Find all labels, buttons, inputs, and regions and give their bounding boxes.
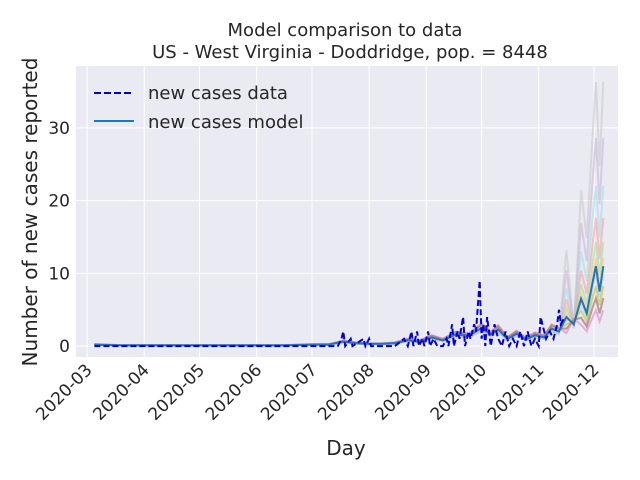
y-tick-label: 30 — [48, 119, 70, 139]
y-axis-ticks: 0 10 20 30 — [48, 119, 70, 357]
legend: new cases data new cases model — [94, 83, 303, 133]
grid — [76, 66, 618, 357]
chart-title: Model comparison to data — [228, 20, 463, 41]
legend-label-data: new cases data — [148, 83, 288, 104]
y-axis-label: Number of new cases reported — [18, 58, 42, 367]
y-tick-label: 0 — [59, 337, 70, 357]
plot-area — [76, 66, 618, 357]
series-new-cases-model — [94, 265, 605, 347]
y-tick-label: 20 — [48, 192, 70, 212]
legend-label-model: new cases model — [148, 112, 303, 133]
y-tick-label: 10 — [48, 264, 70, 284]
plot-lines — [94, 81, 605, 350]
x-axis-label: Day — [326, 436, 366, 460]
chart-subtitle: US - West Virginia - Doddridge, pop. = 8… — [152, 42, 548, 63]
series-new-cases-data — [94, 280, 566, 350]
